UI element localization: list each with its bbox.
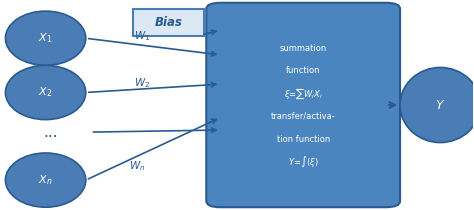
Ellipse shape [5,153,86,207]
Text: tion function: tion function [276,135,330,144]
Text: function: function [286,66,320,75]
Text: $\xi$=$\sum$$W_i$$X_i$: $\xi$=$\sum$$W_i$$X_i$ [283,87,323,101]
Text: $W_n$: $W_n$ [129,160,146,173]
FancyBboxPatch shape [133,9,204,36]
Text: $W_2$: $W_2$ [134,76,150,90]
Text: $X_2$: $X_2$ [38,86,53,99]
Text: $X_n$: $X_n$ [38,173,53,187]
FancyBboxPatch shape [206,3,400,207]
Text: $W_1$: $W_1$ [134,29,150,43]
Text: ...: ... [43,125,58,140]
Ellipse shape [400,67,474,143]
Text: summation: summation [280,43,327,52]
Text: $X_1$: $X_1$ [38,31,53,45]
Ellipse shape [5,11,86,65]
Ellipse shape [5,65,86,120]
Text: $Y$: $Y$ [435,98,446,112]
Text: Bias: Bias [155,16,182,29]
Text: $Y$=$\int$($\xi$): $Y$=$\int$($\xi$) [288,155,319,169]
Text: transfer/activa-: transfer/activa- [271,112,336,121]
